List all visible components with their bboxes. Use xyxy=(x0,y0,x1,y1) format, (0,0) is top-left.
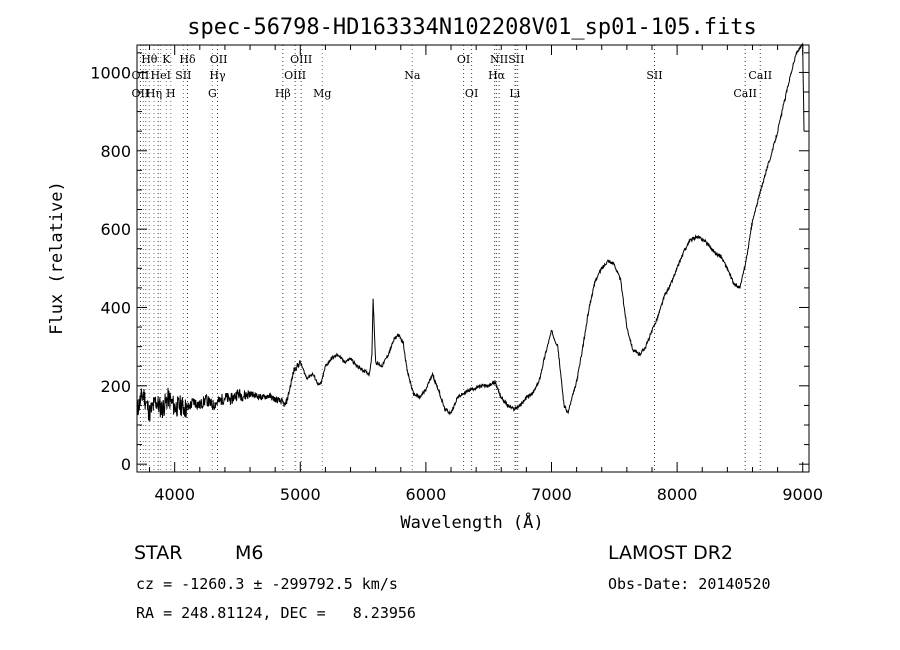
line-id-label: Li xyxy=(509,87,520,100)
object-class: STAR xyxy=(134,542,183,564)
line-id-label: SII xyxy=(646,69,662,82)
survey-name: LAMOST DR2 xyxy=(608,542,733,564)
line-id-label: OI xyxy=(457,53,470,66)
line-id-label: H xyxy=(166,87,176,100)
line-id-label: OII xyxy=(132,87,150,100)
x-tick-label: 6000 xyxy=(406,485,447,504)
line-id-label: Hη xyxy=(146,87,162,100)
x-axis-label: Wavelength (Å) xyxy=(400,511,543,533)
x-axis: 4000 5000 6000 7000 8000 9000 xyxy=(149,45,823,504)
line-id-label: OIII xyxy=(284,69,306,82)
line-id-label: Mg xyxy=(313,87,331,100)
y-axis: 0 200 400 600 800 1000 xyxy=(90,52,809,474)
y-tick-label: 400 xyxy=(100,298,131,317)
x-tick-label: 7000 xyxy=(531,485,572,504)
line-id-label: Na xyxy=(404,69,421,82)
line-markers xyxy=(139,45,761,472)
x-tick-label: 4000 xyxy=(154,485,195,504)
x-tick-label: 9000 xyxy=(782,485,823,504)
line-id-label: HeI xyxy=(151,69,171,82)
y-tick-label: 200 xyxy=(100,377,131,396)
y-tick-label: 0 xyxy=(121,455,131,474)
y-tick-label: 800 xyxy=(100,142,131,161)
y-axis-label: Flux (relative) xyxy=(47,181,67,335)
coordinates-text: RA = 248.81124, DEC = 8.23956 xyxy=(136,604,416,622)
line-id-label: CaII xyxy=(748,69,772,82)
line-id-label: Hβ xyxy=(275,87,291,100)
spectrum-line xyxy=(136,42,805,422)
line-id-label: Hθ xyxy=(141,53,158,66)
line-id-label: Hγ xyxy=(209,69,226,82)
object-subclass: M6 xyxy=(235,542,264,564)
obs-date: Obs-Date: 20140520 xyxy=(608,575,771,593)
line-id-label: OIII xyxy=(290,53,312,66)
redshift-text: cz = -1260.3 ± -299792.5 km/s xyxy=(136,575,398,593)
line-id-label: K xyxy=(162,53,171,66)
line-id-label: NII xyxy=(490,53,508,66)
y-tick-label: 1000 xyxy=(90,63,131,82)
plot-frame xyxy=(136,44,810,473)
line-id-label: OII xyxy=(210,53,228,66)
line-id-label: SII xyxy=(508,53,524,66)
line-id-label: OII xyxy=(132,69,150,82)
line-id-label: OI xyxy=(465,87,478,100)
line-id-label: SII xyxy=(175,69,191,82)
line-id-label: G xyxy=(208,87,217,100)
x-tick-label: 5000 xyxy=(280,485,321,504)
line-id-label: Hδ xyxy=(179,53,196,66)
line-id-label: CaII xyxy=(733,87,757,100)
chart-title: spec-56798-HD163334N102208V01_sp01-105.f… xyxy=(187,15,757,40)
line-id-label: Hα xyxy=(488,69,506,82)
y-tick-label: 600 xyxy=(100,220,131,239)
x-tick-label: 8000 xyxy=(657,485,698,504)
